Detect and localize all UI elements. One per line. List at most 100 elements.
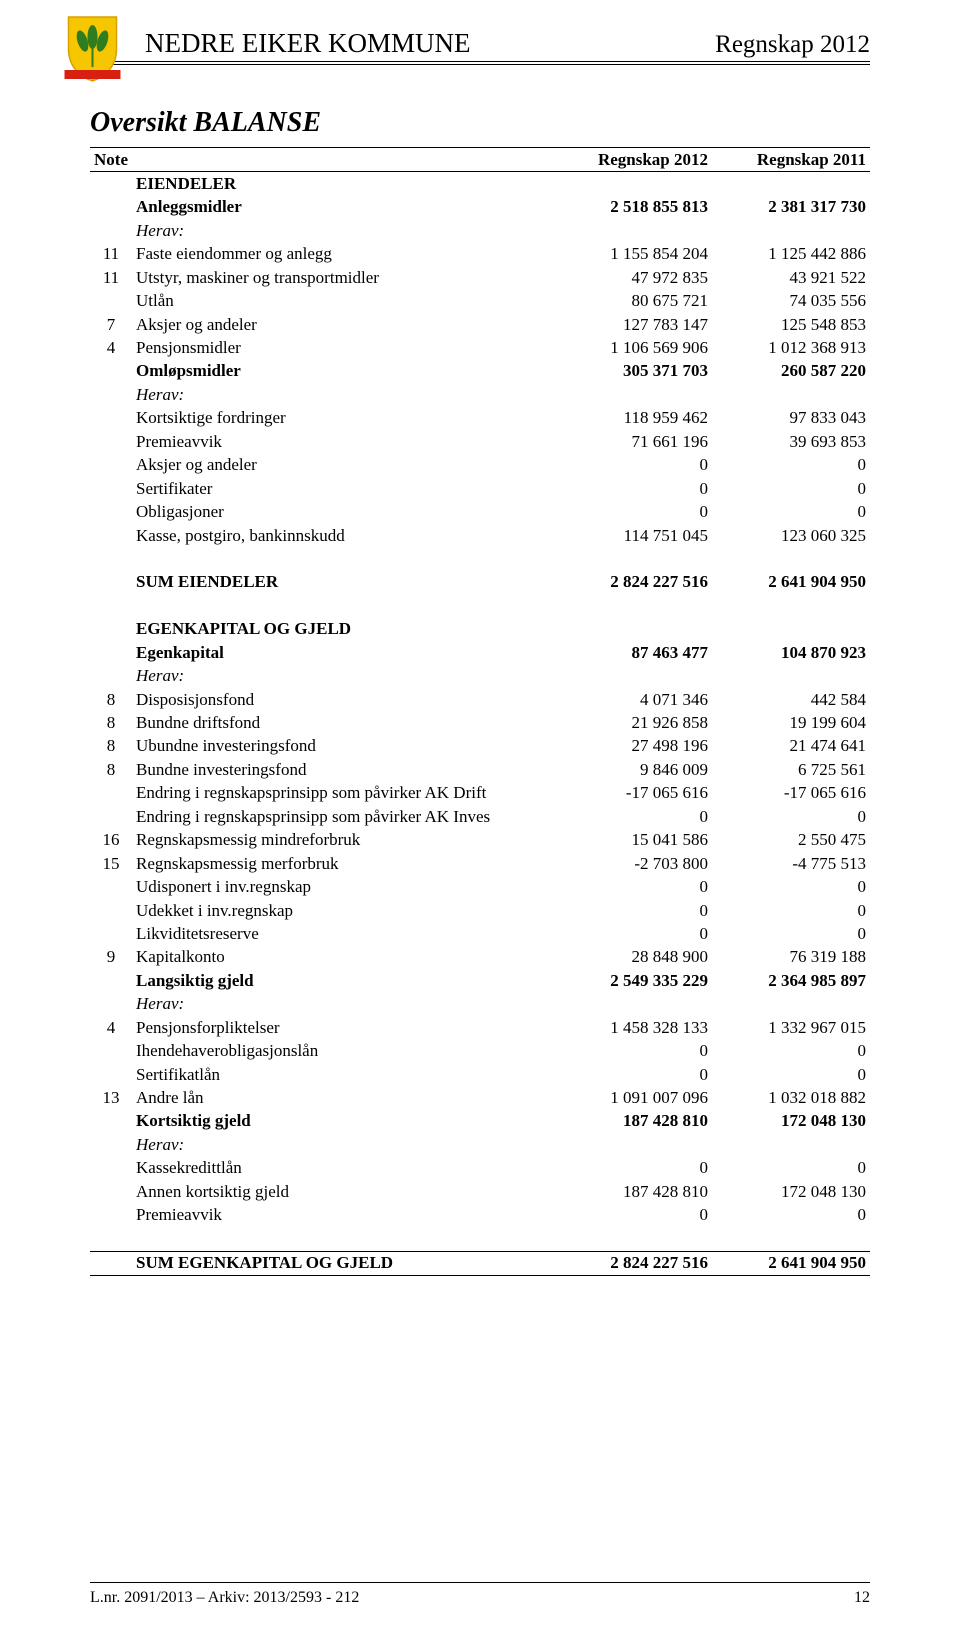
note-cell: 8 <box>90 758 132 781</box>
table-row: EGENKAPITAL OG GJELD <box>90 618 870 641</box>
section-title: Oversikt BALANSE <box>90 107 870 139</box>
label-cell: Endring i regnskapsprinsipp som påvirker… <box>132 805 554 828</box>
value-2012-cell: 187 428 810 <box>554 1110 712 1133</box>
label-cell: Aksjer og andeler <box>132 313 554 336</box>
table-row: 15Regnskapsmessig merforbruk-2 703 800-4… <box>90 852 870 875</box>
value-2011-cell: 0 <box>712 1157 870 1180</box>
value-2011-cell: 74 035 556 <box>712 290 870 313</box>
note-cell <box>90 782 132 805</box>
value-2012-cell <box>554 219 712 242</box>
note-cell <box>90 1133 132 1156</box>
value-2012-cell: 0 <box>554 477 712 500</box>
label-cell: SUM EGENKAPITAL OG GJELD <box>132 1252 554 1275</box>
label-cell: Kassekredittlån <box>132 1157 554 1180</box>
note-cell: 8 <box>90 735 132 758</box>
note-cell <box>90 1063 132 1086</box>
value-2012-cell: 0 <box>554 805 712 828</box>
table-row: 4Pensjonsmidler1 106 569 9061 012 368 91… <box>90 337 870 360</box>
value-2012-cell: 87 463 477 <box>554 641 712 664</box>
label-cell: SUM EIENDELER <box>132 571 554 594</box>
label-cell: Premieavvik <box>132 430 554 453</box>
value-2011-cell: -4 775 513 <box>712 852 870 875</box>
value-2012-cell: 187 428 810 <box>554 1180 712 1203</box>
label-cell: Regnskapsmessig mindreforbruk <box>132 829 554 852</box>
label-cell: Herav: <box>132 993 554 1016</box>
note-cell: 8 <box>90 712 132 735</box>
value-2011-cell: -17 065 616 <box>712 782 870 805</box>
value-2012-cell: 0 <box>554 1040 712 1063</box>
table-row: Herav: <box>90 665 870 688</box>
table-row: Kortsiktige fordringer118 959 46297 833 … <box>90 407 870 430</box>
value-2012-cell: 27 498 196 <box>554 735 712 758</box>
note-cell <box>90 922 132 945</box>
note-cell <box>90 360 132 383</box>
label-cell: Herav: <box>132 383 554 406</box>
header-rule <box>90 64 870 65</box>
value-2012-cell <box>554 665 712 688</box>
table-row: Likviditetsreserve00 <box>90 922 870 945</box>
note-cell: 7 <box>90 313 132 336</box>
label-cell: Herav: <box>132 1133 554 1156</box>
value-2012-cell: 28 848 900 <box>554 946 712 969</box>
table-row: 16Regnskapsmessig mindreforbruk15 041 58… <box>90 829 870 852</box>
value-2011-cell: 442 584 <box>712 688 870 711</box>
note-cell <box>90 805 132 828</box>
table-row: Utlån80 675 72174 035 556 <box>90 290 870 313</box>
label-cell: Egenkapital <box>132 641 554 664</box>
value-2011-cell: 0 <box>712 922 870 945</box>
table-row: NoteRegnskap 2012Regnskap 2011 <box>90 148 870 172</box>
table-row: 7Aksjer og andeler127 783 147125 548 853 <box>90 313 870 336</box>
table-row: Premieavvik71 661 19639 693 853 <box>90 430 870 453</box>
value-2011-cell: 2 364 985 897 <box>712 969 870 992</box>
value-2011-cell: 0 <box>712 477 870 500</box>
value-2012-cell: 0 <box>554 501 712 524</box>
value-2012-cell: 47 972 835 <box>554 266 712 289</box>
label-cell: Kapitalkonto <box>132 946 554 969</box>
note-cell <box>90 969 132 992</box>
note-cell <box>90 618 132 641</box>
label-cell: Anleggsmidler <box>132 196 554 219</box>
note-cell <box>90 196 132 219</box>
note-cell <box>90 1180 132 1203</box>
value-2012-cell: 0 <box>554 1063 712 1086</box>
value-2011-cell <box>712 172 870 196</box>
value-2011-cell: 2 641 904 950 <box>712 1252 870 1275</box>
note-cell <box>90 641 132 664</box>
content-area: Oversikt BALANSE NoteRegnskap 2012Regnsk… <box>90 107 870 1276</box>
note-cell: 13 <box>90 1087 132 1110</box>
table-row: SUM EGENKAPITAL OG GJELD2 824 227 5162 6… <box>90 1252 870 1275</box>
value-2012-cell: 1 106 569 906 <box>554 337 712 360</box>
table-row: 11Faste eiendommer og anlegg1 155 854 20… <box>90 243 870 266</box>
value-2012-cell: 0 <box>554 454 712 477</box>
label-cell: Premieavvik <box>132 1204 554 1227</box>
value-2012-cell: 305 371 703 <box>554 360 712 383</box>
value-2012-cell <box>554 1133 712 1156</box>
label-cell <box>132 148 554 172</box>
value-2012-cell: 1 091 007 096 <box>554 1087 712 1110</box>
label-cell: Disposisjonsfond <box>132 688 554 711</box>
label-cell: Udekket i inv.regnskap <box>132 899 554 922</box>
value-2012-cell: 15 041 586 <box>554 829 712 852</box>
table-row <box>90 594 870 617</box>
label-cell: Likviditetsreserve <box>132 922 554 945</box>
value-2011-cell: 0 <box>712 876 870 899</box>
table-row: Premieavvik00 <box>90 1204 870 1227</box>
footer-page: 12 <box>854 1589 870 1607</box>
value-2012-cell: 127 783 147 <box>554 313 712 336</box>
label-cell: EGENKAPITAL OG GJELD <box>132 618 554 641</box>
note-cell <box>90 290 132 313</box>
value-2012-cell: 0 <box>554 922 712 945</box>
label-cell: Ubundne investeringsfond <box>132 735 554 758</box>
value-2012-cell <box>554 383 712 406</box>
label-cell: Ihendehaverobligasjonslån <box>132 1040 554 1063</box>
value-2011-cell: Regnskap 2011 <box>712 148 870 172</box>
value-2011-cell <box>712 665 870 688</box>
value-2011-cell: 0 <box>712 1040 870 1063</box>
value-2012-cell <box>554 993 712 1016</box>
value-2012-cell: Regnskap 2012 <box>554 148 712 172</box>
value-2011-cell: 1 332 967 015 <box>712 1016 870 1039</box>
table-row: Omløpsmidler305 371 703260 587 220 <box>90 360 870 383</box>
table-row: Kortsiktig gjeld187 428 810172 048 130 <box>90 1110 870 1133</box>
note-cell <box>90 1040 132 1063</box>
value-2011-cell: 19 199 604 <box>712 712 870 735</box>
